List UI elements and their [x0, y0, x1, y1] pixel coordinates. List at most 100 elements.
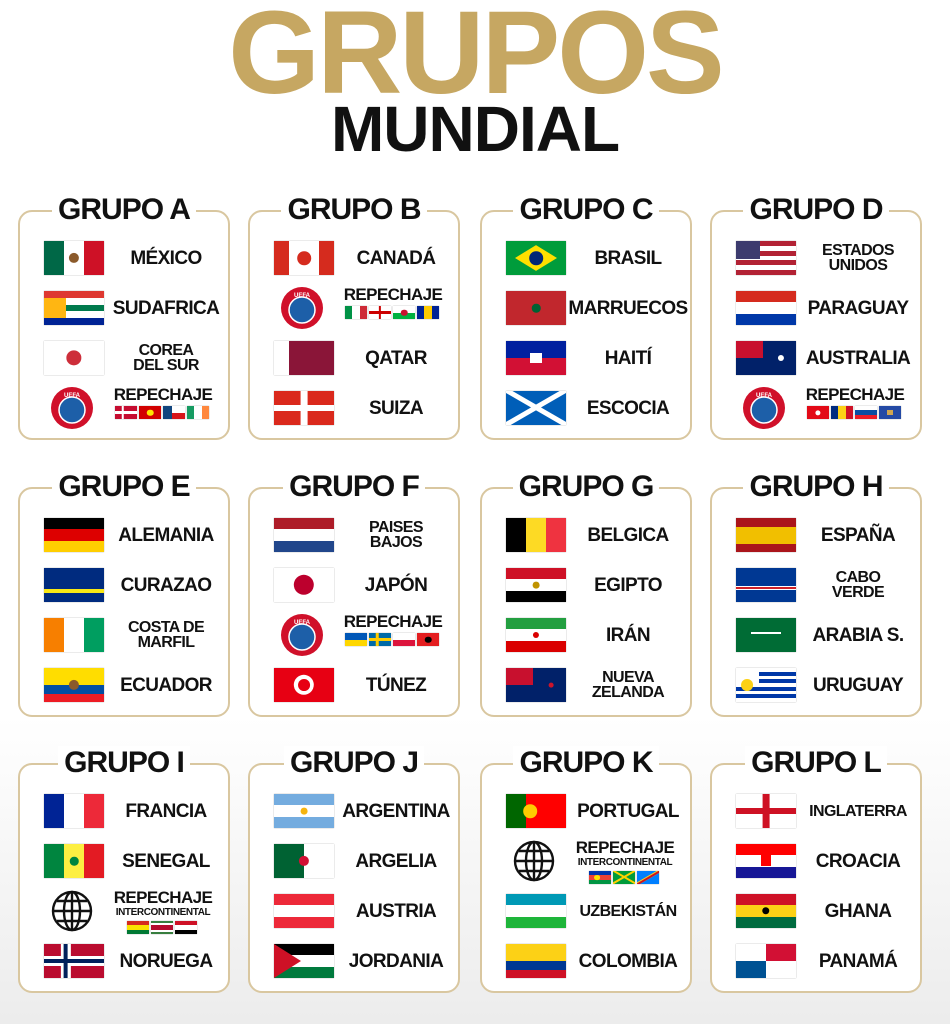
- flag-part: [761, 854, 771, 867]
- team-row: ESTADOS UNIDOS: [712, 234, 920, 282]
- flag-part: [352, 306, 360, 319]
- flag: [506, 518, 566, 552]
- group-header: GRUPO H: [712, 469, 920, 510]
- team-row: UEFA REPECHAJE: [20, 384, 228, 432]
- team-row: JORDANIA: [250, 937, 458, 985]
- team-name: ECUADOR: [120, 674, 212, 696]
- flag-part: [736, 518, 796, 552]
- flag-part: [274, 916, 334, 928]
- group-card: GRUPO L INGLATERRA CROACIA GHANA PANAMÁ: [710, 746, 922, 993]
- flag-part: [855, 406, 877, 411]
- flag-part: [63, 944, 68, 978]
- flag: [274, 844, 334, 878]
- flag-part: [151, 929, 173, 932]
- group-card: GRUPO I FRANCIA SENEGAL REPECHAJE INTERCONTI…: [18, 746, 230, 993]
- flag-part: [593, 874, 600, 881]
- flag-part: [298, 855, 310, 867]
- team-row: UEFA REPECHAJE: [250, 611, 458, 659]
- flag-part: [506, 358, 566, 375]
- flag-part: [274, 241, 289, 275]
- playoff: REPECHAJE: [792, 386, 918, 424]
- flag-part: [44, 529, 104, 541]
- flag: [506, 568, 566, 602]
- flag-part: [151, 931, 173, 934]
- playoff-name: REPECHAJE: [575, 838, 675, 857]
- mini-flag: [417, 633, 439, 646]
- flag-part: [319, 241, 334, 275]
- group-name: GRUPO K: [513, 746, 659, 779]
- playoff-flags: [330, 306, 456, 324]
- team-row: SENEGAL: [20, 837, 228, 885]
- flag-part: [345, 633, 367, 640]
- group-header: GRUPO B: [250, 192, 458, 233]
- flag-part: [44, 844, 104, 878]
- flag-part: [274, 905, 334, 917]
- mini-flag: [637, 871, 659, 884]
- flag-part: [44, 794, 104, 828]
- flag-part: [532, 631, 540, 639]
- group-header: GRUPO G: [482, 469, 690, 510]
- team-name: QATAR: [365, 347, 427, 369]
- team-name: PORTUGAL: [577, 800, 679, 822]
- flag-part: [736, 313, 796, 325]
- team-name: BRASIL: [594, 247, 662, 269]
- team-name: HAITÍ: [604, 347, 652, 369]
- flag-part: [194, 406, 202, 419]
- team-row: UEFA REPECHAJE: [250, 284, 458, 332]
- flag-part: [736, 668, 796, 672]
- team-name: NORUEGA: [119, 950, 214, 972]
- team-row: FRANCIA: [20, 787, 228, 835]
- flag-part: [127, 921, 149, 926]
- team-name: COREA DEL SUR: [133, 342, 199, 374]
- team-row: PORTUGAL: [482, 787, 690, 835]
- flag-part: [777, 354, 785, 362]
- flag-part: [274, 341, 334, 375]
- flag-part: [762, 794, 770, 828]
- flag-part: [274, 518, 334, 530]
- team-name: MARRUECOS: [568, 297, 688, 319]
- flag: [44, 668, 104, 702]
- flag-part: [736, 535, 796, 544]
- mini-flag: [151, 921, 173, 934]
- flag-part: [44, 958, 104, 964]
- mini-flag: [345, 306, 367, 319]
- flag-part: [736, 255, 796, 261]
- group-header: GRUPO L: [712, 745, 920, 786]
- flag-part: [146, 409, 154, 416]
- flag: [736, 668, 796, 702]
- flag-part: [44, 241, 104, 275]
- team-name: PARAGUAY: [807, 297, 909, 319]
- flag-part: [736, 291, 796, 325]
- flag-part: [736, 683, 796, 687]
- group-card: GRUPO F PAISES BAJOS JAPÓN UEFA REPECHAJE TÚN…: [248, 470, 460, 717]
- team-name: JORDANIA: [348, 950, 444, 972]
- playoff-icon: UEFA: [280, 613, 324, 657]
- flag-part: [589, 871, 611, 884]
- mini-flag: [187, 406, 209, 419]
- flag-part: [151, 921, 173, 924]
- playoff-name: REPECHAJE: [343, 285, 443, 304]
- flag-part: [736, 675, 796, 680]
- team-name: MÉXICO: [130, 247, 202, 269]
- team-row: IRÁN: [482, 611, 690, 659]
- flag-part: [175, 921, 197, 926]
- flag-part: [736, 866, 796, 878]
- flag-part: [84, 794, 104, 828]
- team-row: CROACIA: [712, 837, 920, 885]
- team-row: TÚNEZ: [250, 661, 458, 709]
- playoff-note: INTERCONTINENTAL: [577, 857, 673, 868]
- team-name: IRÁN: [605, 624, 651, 646]
- team-row: HAITÍ: [482, 334, 690, 382]
- flag-part: [831, 406, 839, 419]
- flag-part: [151, 921, 173, 934]
- flag-part: [423, 306, 433, 319]
- flag-part: [845, 406, 853, 419]
- team-name: INGLATERRA: [809, 802, 907, 820]
- flag-part: [44, 518, 104, 552]
- flag-part: [736, 679, 796, 684]
- group-name: GRUPO I: [58, 746, 190, 779]
- uefa-icon: UEFA: [743, 387, 785, 429]
- team-row: BELGICA: [482, 511, 690, 559]
- flag: [736, 518, 796, 552]
- team-row: SUDAFRICA: [20, 284, 228, 332]
